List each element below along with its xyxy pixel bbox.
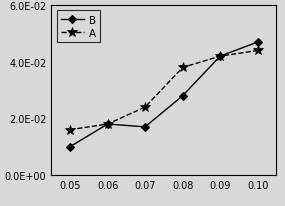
B xyxy=(68,146,72,148)
B xyxy=(181,95,184,97)
B xyxy=(218,56,222,58)
Line: A: A xyxy=(65,46,262,135)
A xyxy=(256,50,259,53)
Legend: B, A: B, A xyxy=(56,11,100,43)
B xyxy=(256,42,259,44)
A xyxy=(181,67,184,69)
A xyxy=(106,123,109,126)
A xyxy=(218,56,222,58)
A xyxy=(143,106,147,109)
B xyxy=(106,123,109,126)
A xyxy=(68,129,72,131)
B xyxy=(143,126,147,129)
Line: B: B xyxy=(67,40,261,150)
